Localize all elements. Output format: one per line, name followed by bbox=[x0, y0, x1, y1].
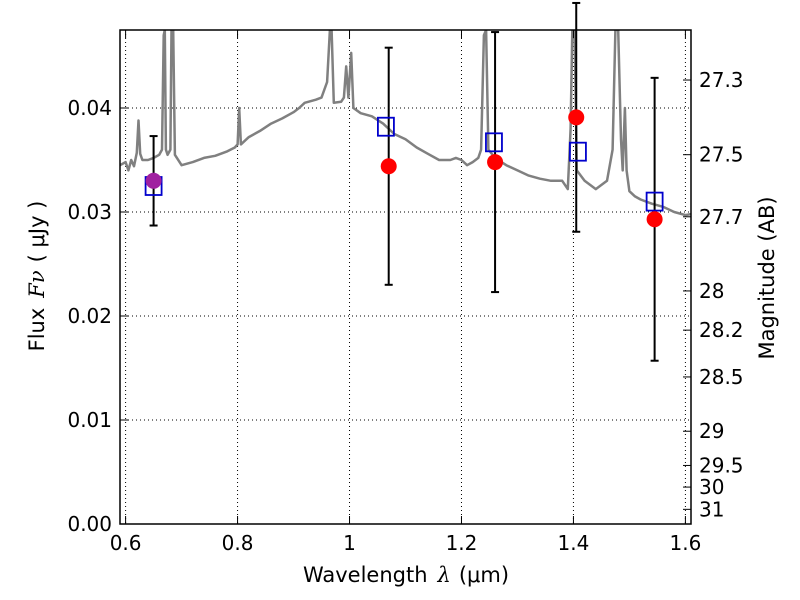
x-tick-label: 1.6 bbox=[669, 531, 701, 555]
x-tick-label: 1 bbox=[343, 531, 356, 555]
y-axis-unit: ( μJy ) bbox=[25, 201, 49, 263]
model-photometry-squares bbox=[144, 116, 664, 212]
observed-point bbox=[145, 172, 162, 189]
observed-point bbox=[380, 158, 397, 175]
observed-point bbox=[487, 154, 504, 171]
observed-point bbox=[568, 109, 585, 126]
x-axis-unit: (μm) bbox=[459, 563, 509, 587]
x-tick-label: 1.2 bbox=[446, 531, 478, 555]
y-axis-label-text: Flux bbox=[25, 308, 49, 352]
model-square bbox=[645, 191, 664, 212]
y2-tick-label: 27.3 bbox=[699, 68, 744, 92]
model-spectrum bbox=[120, 30, 691, 217]
y-tick-label: 0.04 bbox=[67, 96, 112, 120]
y2-axis-label: Magnitude (AB) bbox=[755, 196, 779, 359]
y2-tick-label: 28 bbox=[699, 279, 724, 303]
model-square bbox=[569, 141, 587, 162]
y2-tick-label: 27.7 bbox=[699, 205, 744, 229]
x-tick-label: 0.8 bbox=[222, 531, 254, 555]
y2-tick-label: 29 bbox=[699, 419, 724, 443]
y-axis-label: Flux Fν ( μJy ) bbox=[25, 201, 49, 352]
y-tick-label: 0.02 bbox=[67, 304, 112, 328]
y-tick-label: 0.03 bbox=[67, 200, 112, 224]
observed-point bbox=[646, 211, 663, 228]
model-square bbox=[377, 116, 395, 137]
y2-tick-label: 31 bbox=[699, 497, 724, 521]
axis-ticks: 0.6 0.8 1 1.2 1.4 1.6 0.00 0.01 0.02 0.03 0.04 27.3… bbox=[67, 30, 744, 555]
x-axis-label-text: Wavelength bbox=[303, 563, 428, 587]
y-tick-label: 0.01 bbox=[67, 408, 112, 432]
y2-tick-label: 28.5 bbox=[699, 365, 744, 389]
y-axis-symbol: Fν bbox=[25, 270, 49, 299]
y-tick-label: 0.00 bbox=[67, 512, 112, 536]
y2-tick-label: 28.2 bbox=[699, 318, 744, 342]
x-axis-label: Wavelength λ (μm) bbox=[303, 563, 509, 587]
x-tick-label: 0.6 bbox=[110, 531, 142, 555]
model-square bbox=[485, 132, 503, 153]
y2-tick-label: 30 bbox=[699, 475, 724, 499]
plot-frame bbox=[119, 29, 692, 525]
x-axis-symbol: λ bbox=[437, 563, 451, 587]
observed-photometry-points bbox=[145, 109, 663, 228]
spectrum-line bbox=[120, 30, 691, 217]
x-tick-label: 1.4 bbox=[558, 531, 590, 555]
y2-tick-label: 27.5 bbox=[699, 143, 744, 167]
y2-tick-label: 29.5 bbox=[699, 453, 744, 477]
